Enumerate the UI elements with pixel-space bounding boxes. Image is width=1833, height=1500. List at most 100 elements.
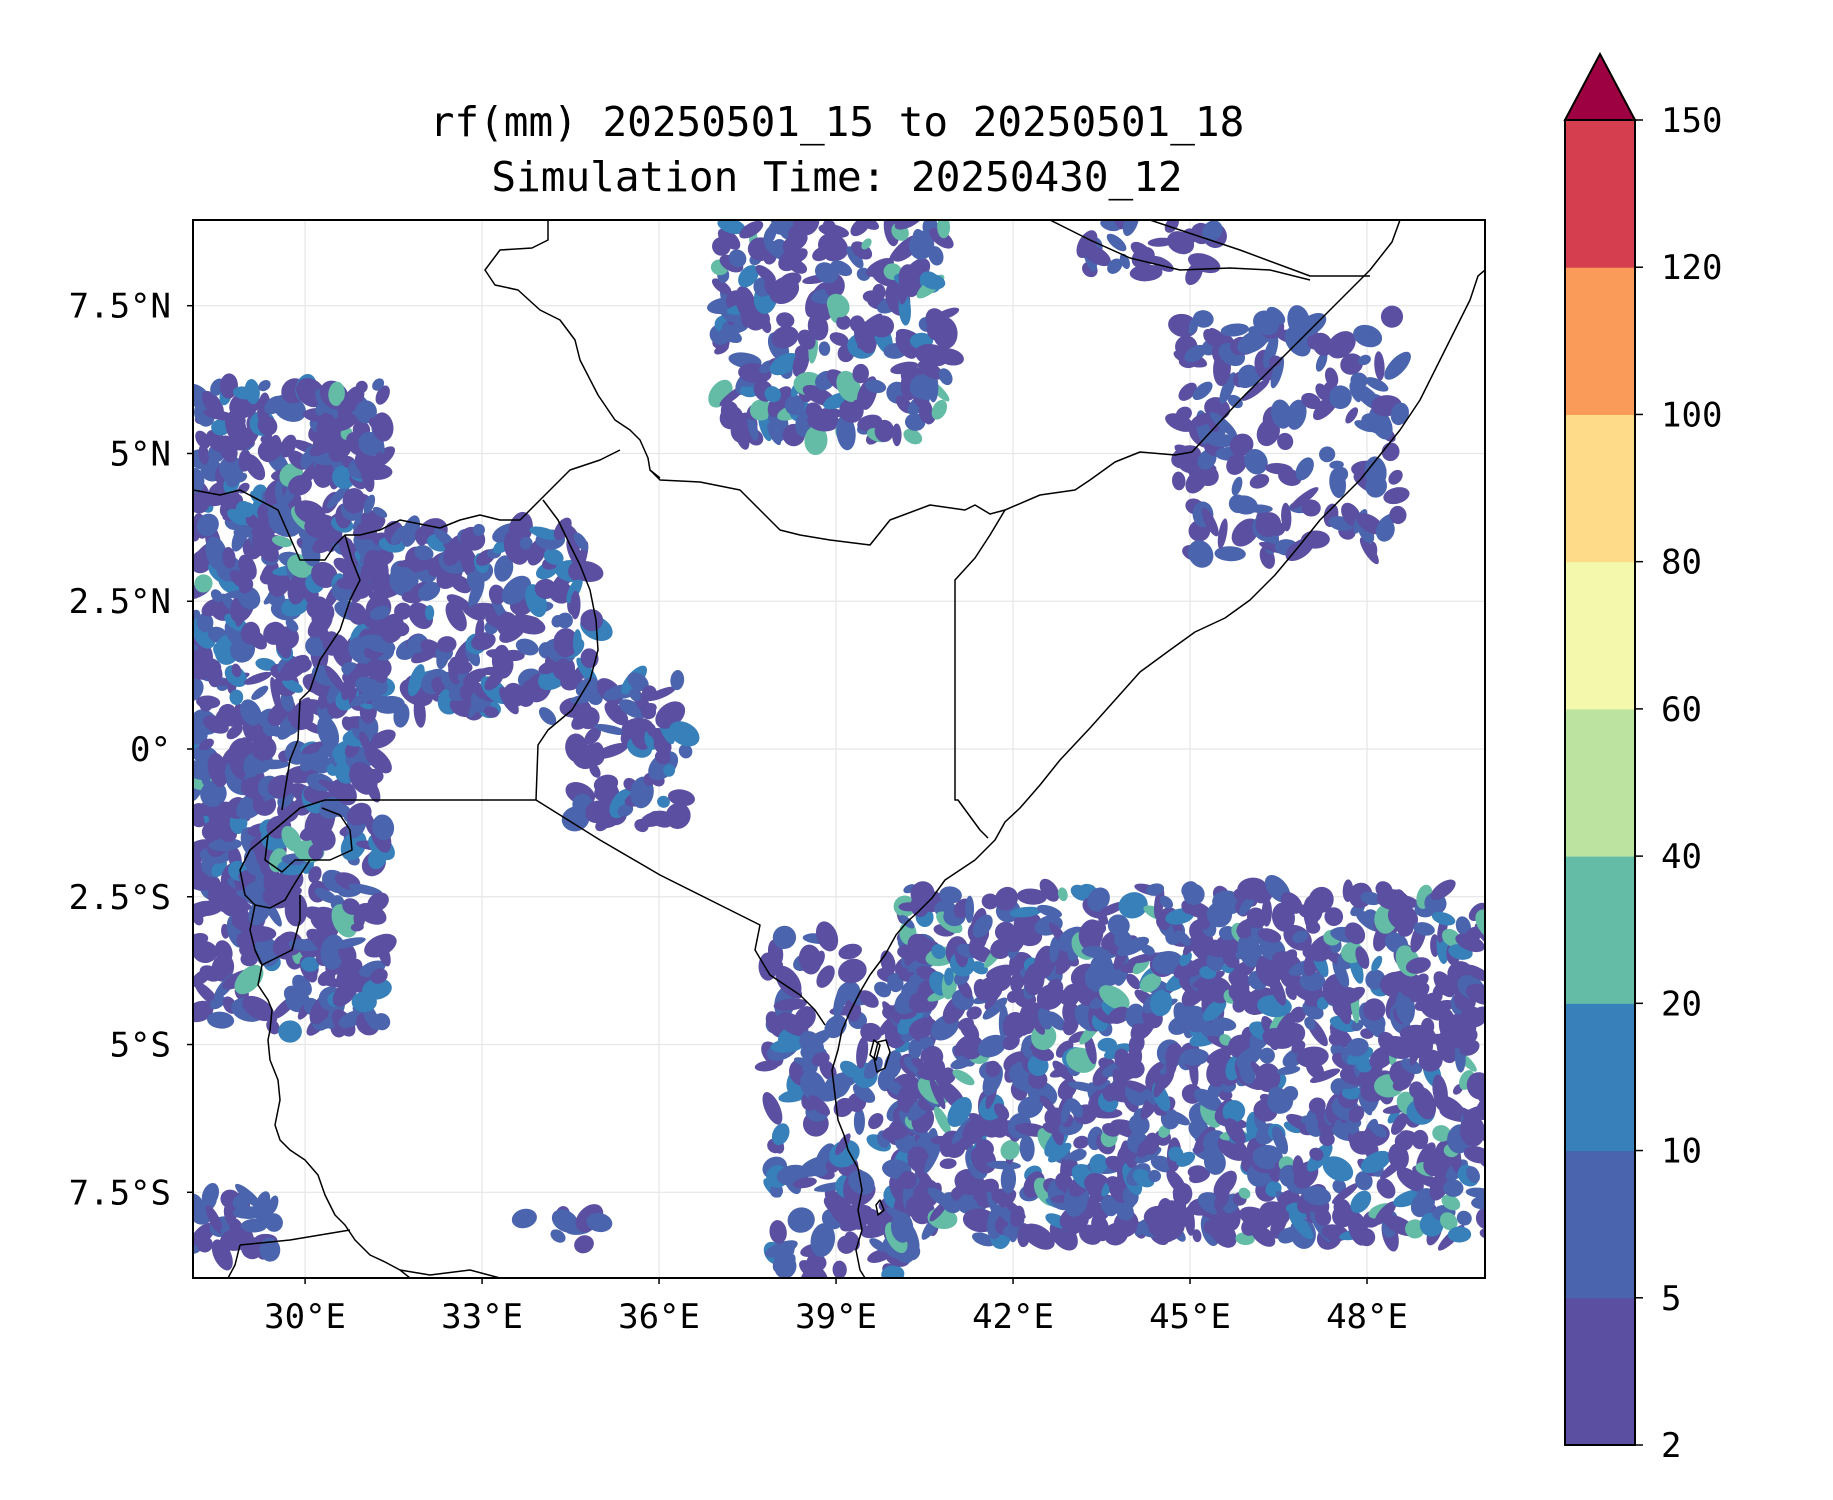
rain-cell	[1414, 992, 1443, 1011]
rain-cell	[501, 575, 532, 605]
rain-cell	[1172, 471, 1186, 491]
rain-cell	[1466, 1166, 1480, 1184]
rain-cell	[1000, 1165, 1017, 1194]
rain-cell	[235, 1183, 263, 1209]
rain-cell	[208, 838, 243, 852]
rain-cell	[240, 699, 262, 727]
rain-cell	[1241, 379, 1270, 401]
rain-cell	[285, 618, 299, 632]
colorbar-tick-label: 120	[1661, 248, 1722, 288]
rain-cell	[717, 220, 746, 235]
rain-cell	[1431, 911, 1456, 926]
rain-cell	[907, 1146, 931, 1173]
rain-cell	[475, 618, 485, 641]
colorbar-frame	[1564, 119, 1636, 1446]
rain-cell	[1187, 540, 1214, 568]
rain-cell	[1226, 453, 1247, 475]
rain-cell	[1203, 1149, 1226, 1175]
rain-cell	[785, 1254, 796, 1275]
rain-cell	[939, 886, 962, 904]
rain-cell	[1411, 1129, 1429, 1150]
rain-cell	[771, 239, 788, 255]
drc-west-border	[254, 895, 301, 966]
rain-cell	[519, 536, 533, 550]
rain-cell	[1140, 944, 1155, 956]
rain-cell	[1459, 1114, 1485, 1147]
rain-cell	[1214, 546, 1246, 562]
rain-cell	[966, 1006, 982, 1020]
rain-cell	[1281, 502, 1292, 532]
rain-cell	[1022, 1223, 1055, 1250]
rain-cell	[1345, 1038, 1369, 1057]
rain-cell	[354, 400, 377, 424]
rain-cell	[218, 703, 236, 720]
rain-cell	[553, 628, 579, 658]
burundi-border	[239, 807, 353, 909]
rain-cell	[1330, 1026, 1353, 1048]
title-line-1: rf(mm) 20250501_15 to 20250501_18	[430, 98, 1245, 146]
tanzania-drc-border	[249, 904, 411, 1278]
rain-cell	[776, 312, 795, 328]
rain-cell	[1400, 1058, 1423, 1075]
rain-cell	[1374, 1201, 1397, 1226]
rain-cell	[347, 602, 367, 625]
rain-cell	[1192, 381, 1213, 401]
rain-cell	[207, 1011, 235, 1029]
lat-tick-label: 7.5°N	[69, 287, 171, 327]
rain-cell	[897, 1006, 924, 1035]
rain-region-west-uganda-drc	[193, 373, 397, 1043]
rain-cell	[1202, 999, 1227, 1022]
rain-cell	[1301, 392, 1321, 410]
rain-cell	[784, 394, 805, 416]
rain-cell	[1222, 1100, 1246, 1123]
rain-cell	[1447, 1226, 1472, 1243]
rain-cell	[756, 311, 771, 327]
rain-cell	[932, 316, 958, 349]
rain-cell	[1455, 916, 1471, 936]
rain-cell	[372, 378, 385, 391]
rain-cell	[1175, 406, 1192, 422]
rain-cell	[1252, 1144, 1283, 1170]
rain-region-ethiopia-highlands	[707, 220, 964, 456]
rain-cell	[1383, 487, 1410, 505]
rain-cell	[1314, 1208, 1332, 1226]
rain-cell	[1271, 522, 1286, 536]
country-borders	[193, 220, 1401, 1278]
rain-cell	[1130, 241, 1152, 259]
rain-cell	[1459, 1039, 1480, 1056]
colorbar-segment-7	[1565, 267, 1635, 415]
rain-cell	[1178, 382, 1197, 401]
rain-cell	[198, 443, 209, 465]
rain-cell	[1302, 1186, 1332, 1206]
rain-cell	[511, 1208, 537, 1229]
rain-cell	[201, 773, 211, 787]
rain-cell	[810, 1223, 836, 1257]
kenya-tanzania-border	[535, 799, 826, 1026]
rain-cell	[1350, 1190, 1372, 1214]
rain-cell	[264, 1213, 283, 1232]
rain-cell	[364, 933, 397, 958]
rain-cell	[1466, 1072, 1485, 1100]
rain-cell	[566, 576, 583, 604]
rain-cell	[200, 780, 227, 808]
rain-cell	[856, 1036, 869, 1069]
lat-tick-label: 2.5°S	[69, 878, 171, 918]
rain-cell	[227, 899, 252, 911]
rain-region-south-tanzania	[511, 1204, 613, 1254]
rainfall-field	[193, 220, 1485, 1278]
rain-cell	[577, 706, 600, 730]
latitude-axis: 7.5°N 5°N 2.5°N 0° 2.5°S 5°S 7.5°S	[69, 287, 193, 1213]
rain-cell	[1376, 1178, 1396, 1199]
rain-cell	[894, 220, 925, 230]
rain-cell	[1332, 957, 1350, 988]
rain-cell	[414, 545, 434, 561]
rain-cell	[282, 678, 304, 693]
zambia-border-2	[227, 1244, 241, 1278]
rain-cell	[483, 706, 499, 718]
rain-cell	[324, 665, 346, 692]
rain-cell	[909, 230, 935, 260]
rain-cell	[1107, 914, 1130, 937]
rain-cell	[1309, 1068, 1341, 1084]
rain-cell	[920, 273, 946, 290]
rain-cell	[425, 605, 435, 621]
